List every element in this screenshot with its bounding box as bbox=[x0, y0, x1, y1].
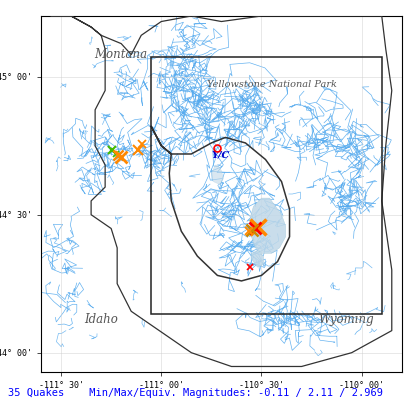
Text: Y/C: Y/C bbox=[211, 151, 229, 160]
Bar bbox=[151, 57, 381, 314]
Polygon shape bbox=[251, 250, 263, 267]
Text: 35 Quakes    Min/Max/Equiv. Magnitudes: -0.11 / 2.11 / 2.969: 35 Quakes Min/Max/Equiv. Magnitudes: -0.… bbox=[8, 388, 382, 398]
Polygon shape bbox=[211, 165, 223, 184]
Text: Idaho: Idaho bbox=[84, 313, 118, 326]
Text: Montana: Montana bbox=[94, 48, 147, 61]
Polygon shape bbox=[249, 198, 285, 253]
Text: Wyoming: Wyoming bbox=[317, 313, 373, 326]
Text: Yellowstone National Park: Yellowstone National Park bbox=[206, 80, 336, 90]
